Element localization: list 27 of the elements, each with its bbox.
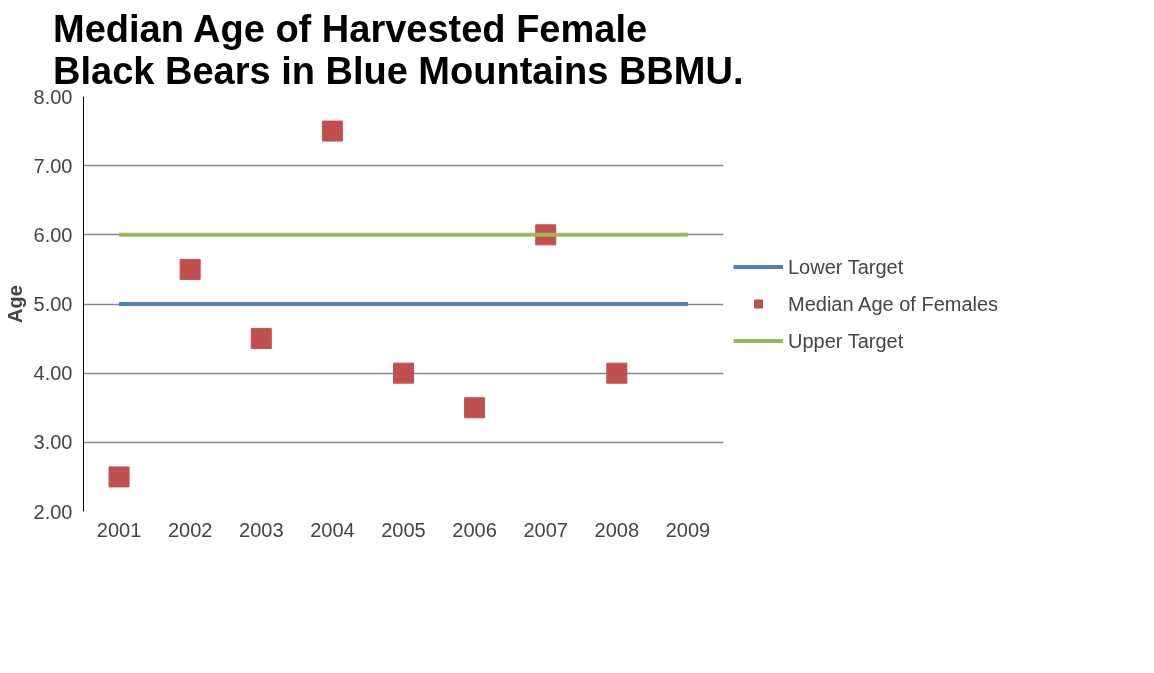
point — [250, 328, 272, 350]
x-tick-label: 2007 — [523, 518, 568, 541]
point — [108, 466, 130, 488]
legend-label: Lower Target — [788, 255, 904, 278]
y-tick-label: 5.00 — [33, 293, 73, 315]
x-tick-label: 2008 — [594, 518, 640, 541]
x-tick-label: 2006 — [452, 518, 497, 541]
x-tick-label: 2004 — [310, 518, 355, 541]
x-tick-label: 2003 — [239, 518, 284, 541]
legend-label: Upper Target — [788, 329, 904, 352]
point — [606, 362, 628, 384]
y-tick-label: 3.00 — [33, 431, 73, 454]
y-tick-label: 6.00 — [33, 223, 73, 246]
point — [321, 120, 343, 142]
point — [179, 258, 201, 280]
x-tick-label: 2005 — [381, 518, 426, 541]
point — [393, 362, 414, 384]
y-tick-label: 7.00 — [33, 154, 73, 177]
x-tick-label: 2001 — [96, 518, 142, 541]
legend-label: Median Age of Females — [788, 292, 999, 315]
point — [464, 397, 486, 419]
y-tick-label: 2.00 — [33, 500, 73, 523]
x-tick-label: 2009 — [665, 518, 711, 541]
y-axis-title: Age — [3, 285, 26, 323]
y-tick-label: 4.00 — [33, 362, 73, 385]
y-tick-label: 8.00 — [33, 85, 73, 108]
x-tick-label: 2002 — [167, 518, 213, 541]
